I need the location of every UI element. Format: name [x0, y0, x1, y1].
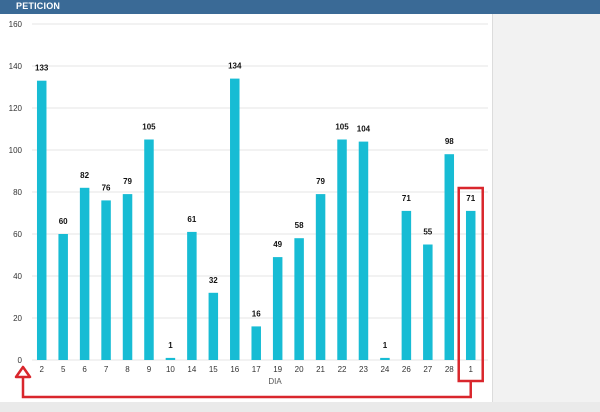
data-label: 1	[383, 341, 388, 350]
bar[interactable]	[444, 154, 455, 360]
highlight-annotation	[14, 186, 484, 399]
data-label: 71	[466, 194, 475, 203]
y-tick-label: 160	[9, 20, 23, 29]
bar[interactable]	[272, 257, 283, 360]
bar[interactable]	[294, 238, 304, 360]
data-label: 82	[80, 171, 89, 180]
x-tick-label: 26	[402, 365, 411, 374]
bar[interactable]	[187, 231, 197, 360]
bar[interactable]	[423, 244, 433, 361]
y-tick-label: 140	[9, 62, 23, 71]
data-label: 76	[102, 183, 111, 192]
x-tick-label: 10	[166, 365, 175, 374]
x-tick-label: 7	[104, 365, 109, 374]
x-tick-label: 21	[316, 365, 325, 374]
data-label: 104	[357, 125, 371, 134]
x-tick-label: 23	[359, 365, 368, 374]
y-tick-label: 40	[13, 272, 22, 281]
x-tick-label: 9	[147, 365, 152, 374]
x-tick-label: 15	[209, 365, 218, 374]
data-label: 1	[168, 341, 173, 350]
data-labels: 133 60 82 76 79 105 1 61 32 134 16 49 58 79 105 104 1 71 5…	[35, 62, 476, 350]
x-axis-title: DIA	[268, 377, 282, 386]
data-label: 55	[423, 228, 432, 237]
x-tick-label: 24	[380, 365, 389, 374]
bar[interactable]	[144, 139, 154, 361]
bar[interactable]	[101, 200, 111, 360]
y-tick-label: 20	[13, 314, 22, 323]
arrow-up-icon	[14, 365, 32, 379]
x-tick-label: 28	[445, 365, 454, 374]
x-tick-label: 1	[468, 365, 473, 374]
data-label: 133	[35, 64, 49, 73]
bar[interactable]	[122, 194, 133, 360]
bar[interactable]	[230, 78, 240, 360]
y-tick-label: 0	[18, 356, 23, 365]
chart-header-title: PETICION	[16, 1, 61, 11]
data-label: 58	[295, 221, 304, 230]
y-tick-label: 60	[13, 230, 22, 239]
data-label: 49	[273, 240, 282, 249]
data-label: 32	[209, 276, 218, 285]
data-label: 16	[252, 309, 261, 318]
bar[interactable]	[165, 357, 176, 360]
x-axis-ticks: 2 5 6 7 8 9 10 14 15 16 17 19 20 21 22 23 24 26 27 28 1	[39, 365, 473, 374]
x-tick-label: 19	[273, 365, 282, 374]
bar[interactable]	[251, 326, 261, 360]
x-tick-label: 14	[187, 365, 196, 374]
x-tick-label: 17	[252, 365, 261, 374]
data-label: 61	[187, 215, 196, 224]
data-label: 98	[445, 137, 454, 146]
data-label: 79	[123, 177, 132, 186]
bar[interactable]	[380, 357, 390, 360]
bar[interactable]	[465, 210, 476, 360]
bottom-strip	[0, 402, 600, 412]
bar[interactable]	[58, 234, 68, 360]
connector-line	[21, 378, 472, 399]
y-tick-label: 120	[9, 104, 23, 113]
data-label: 60	[59, 217, 68, 226]
x-tick-label: 20	[295, 365, 304, 374]
bar[interactable]	[337, 139, 347, 361]
bar[interactable]	[36, 80, 47, 360]
bar[interactable]	[79, 187, 90, 360]
bar[interactable]	[401, 210, 412, 360]
data-label: 79	[316, 177, 325, 186]
bars	[36, 78, 476, 361]
data-label: 105	[335, 123, 349, 132]
x-tick-label: 27	[423, 365, 432, 374]
bar[interactable]	[208, 292, 219, 360]
x-tick-label: 16	[230, 365, 239, 374]
x-tick-label: 6	[82, 365, 87, 374]
data-label: 71	[402, 194, 411, 203]
bar[interactable]	[315, 194, 326, 360]
y-axis-ticks: 0 20 40 60 80 100 120 140 160	[9, 20, 23, 365]
x-tick-label: 5	[61, 365, 66, 374]
bar[interactable]	[358, 141, 369, 360]
chart-header: PETICION	[0, 0, 600, 14]
x-tick-label: 2	[39, 365, 44, 374]
x-tick-label: 22	[338, 365, 347, 374]
grid-lines	[32, 23, 488, 361]
x-tick-label: 8	[125, 365, 130, 374]
data-label: 134	[228, 62, 242, 71]
y-tick-label: 100	[9, 146, 23, 155]
data-label: 105	[142, 123, 156, 132]
y-tick-label: 80	[13, 188, 22, 197]
